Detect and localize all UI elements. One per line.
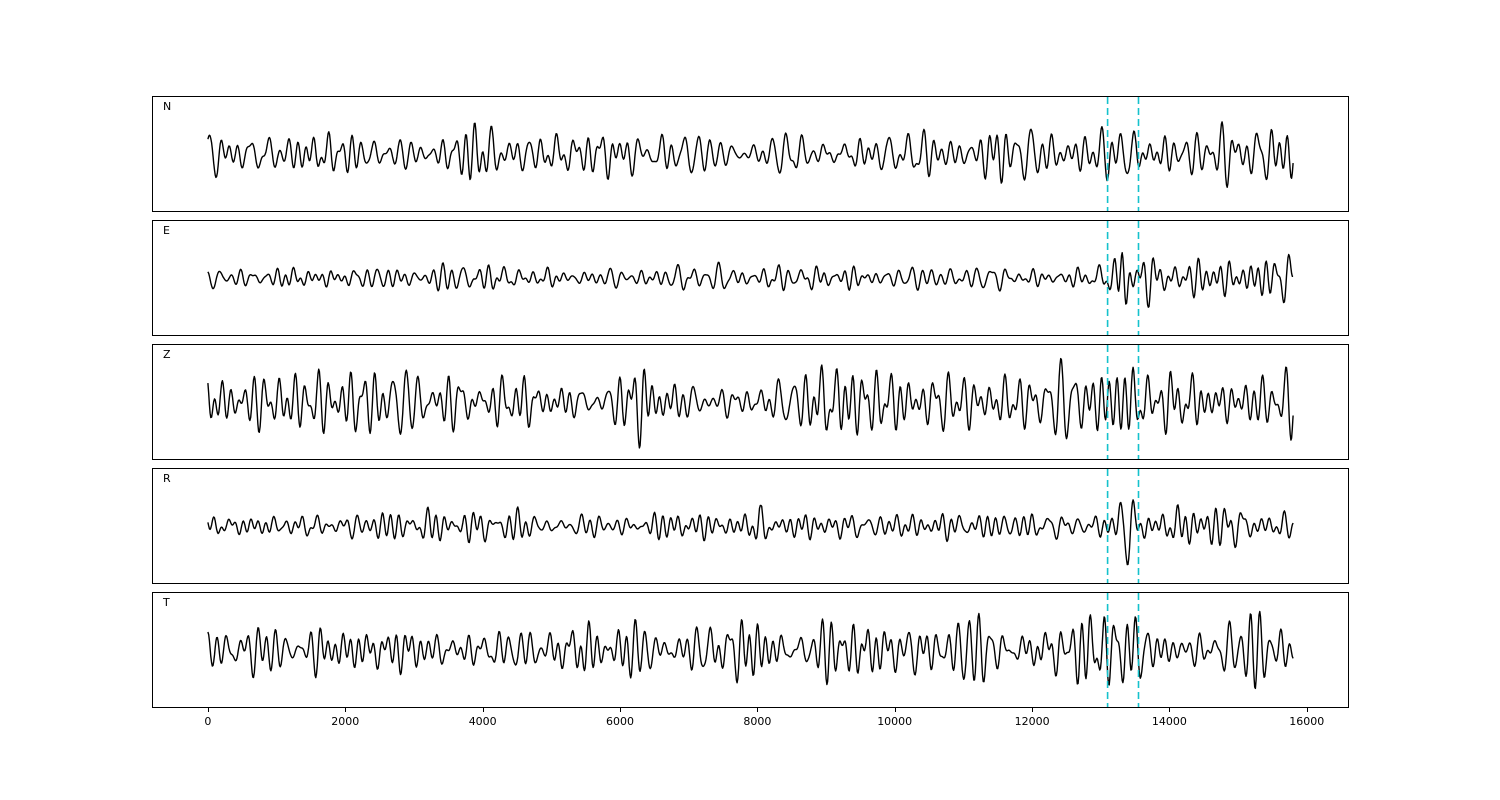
x-tick-label-10000: 10000 xyxy=(877,715,913,728)
panel-label-N: N xyxy=(163,100,172,113)
x-tick-mark-4000 xyxy=(482,708,484,712)
x-tick-mark-6000 xyxy=(620,708,621,712)
x-tick-mark-8000 xyxy=(757,708,759,712)
x-tick-label-4000: 4000 xyxy=(468,715,497,728)
x-tick-mark-12000 xyxy=(1032,708,1034,712)
trace-panel-R: R xyxy=(152,468,1349,584)
x-tick-label-6000: 6000 xyxy=(606,715,634,728)
waveform-plot-E xyxy=(207,221,1294,335)
trace-panel-Z: Z xyxy=(152,344,1349,460)
waveform-plot-N xyxy=(207,97,1294,211)
panel-label-Z: Z xyxy=(163,348,171,361)
trace-N xyxy=(207,121,1294,188)
waveform-plot-Z xyxy=(207,345,1294,459)
trace-T xyxy=(207,610,1294,690)
trace-panel-E: E xyxy=(152,220,1349,336)
x-tick-label-8000: 8000 xyxy=(743,715,772,728)
x-tick-label-2000: 2000 xyxy=(331,715,360,728)
panel-label-E: E xyxy=(163,224,170,237)
x-tick-label-12000: 12000 xyxy=(1014,715,1050,728)
trace-Z xyxy=(207,357,1294,449)
x-tick-label-0: 0 xyxy=(204,715,212,728)
waveform-plot-T xyxy=(207,593,1294,707)
panel-label-R: R xyxy=(163,472,171,485)
x-tick-mark-16000 xyxy=(1306,708,1308,712)
x-tick-label-14000: 14000 xyxy=(1151,715,1187,728)
trace-E xyxy=(207,252,1294,308)
x-tick-label-16000: 16000 xyxy=(1289,715,1325,728)
trace-panel-T: T xyxy=(152,592,1349,708)
waveform-plot-R xyxy=(207,469,1294,583)
trace-R xyxy=(207,499,1294,566)
x-tick-mark-0 xyxy=(207,708,209,712)
x-tick-mark-2000 xyxy=(345,708,347,712)
trace-panel-N: N xyxy=(152,96,1349,212)
panel-label-T: T xyxy=(163,596,170,609)
x-tick-mark-14000 xyxy=(1169,708,1171,712)
x-tick-mark-10000 xyxy=(894,708,896,712)
